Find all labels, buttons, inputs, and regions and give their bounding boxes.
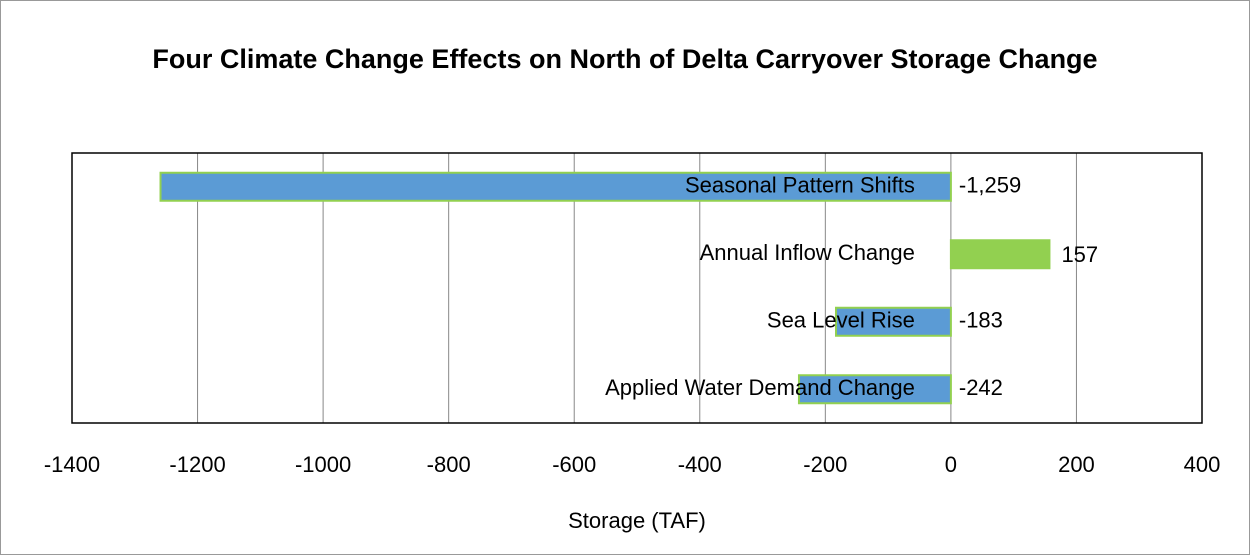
value-label: -183 bbox=[959, 308, 1003, 333]
x-tick-label: -600 bbox=[552, 452, 596, 477]
value-label: -242 bbox=[959, 375, 1003, 400]
bar bbox=[797, 374, 952, 405]
x-tick-label: -1200 bbox=[169, 452, 225, 477]
x-tick-label: 0 bbox=[945, 452, 957, 477]
chart-title: Four Climate Change Effects on North of … bbox=[152, 44, 1098, 74]
x-tick-label: 400 bbox=[1184, 452, 1221, 477]
x-tick-label: -200 bbox=[803, 452, 847, 477]
category-label: Seasonal Pattern Shifts bbox=[685, 173, 915, 198]
category-label: Applied Water Demand Change bbox=[605, 375, 915, 400]
x-tick-label: -400 bbox=[678, 452, 722, 477]
value-label: 157 bbox=[1061, 242, 1098, 267]
bar bbox=[159, 171, 952, 202]
x-tick-label: -800 bbox=[427, 452, 471, 477]
value-label: -1,259 bbox=[959, 173, 1021, 198]
x-tick-label: -1000 bbox=[295, 452, 351, 477]
bar bbox=[949, 239, 1051, 270]
x-tick-label: 200 bbox=[1058, 452, 1095, 477]
plot-border bbox=[71, 152, 1203, 424]
bar bbox=[835, 306, 952, 337]
x-tick-label: -1400 bbox=[44, 452, 100, 477]
x-axis-label: Storage (TAF) bbox=[568, 508, 706, 533]
category-label: Annual Inflow Change bbox=[700, 240, 915, 265]
category-label: Sea Level Rise bbox=[767, 308, 915, 333]
